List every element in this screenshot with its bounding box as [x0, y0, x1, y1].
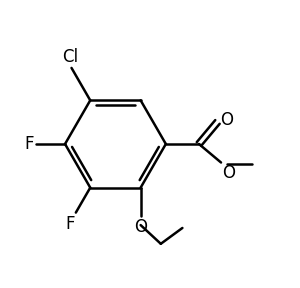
Text: O: O	[223, 164, 236, 182]
Text: O: O	[134, 218, 147, 236]
Text: F: F	[65, 215, 74, 233]
Text: Cl: Cl	[62, 48, 78, 66]
Text: F: F	[24, 135, 34, 153]
Text: O: O	[220, 111, 233, 130]
